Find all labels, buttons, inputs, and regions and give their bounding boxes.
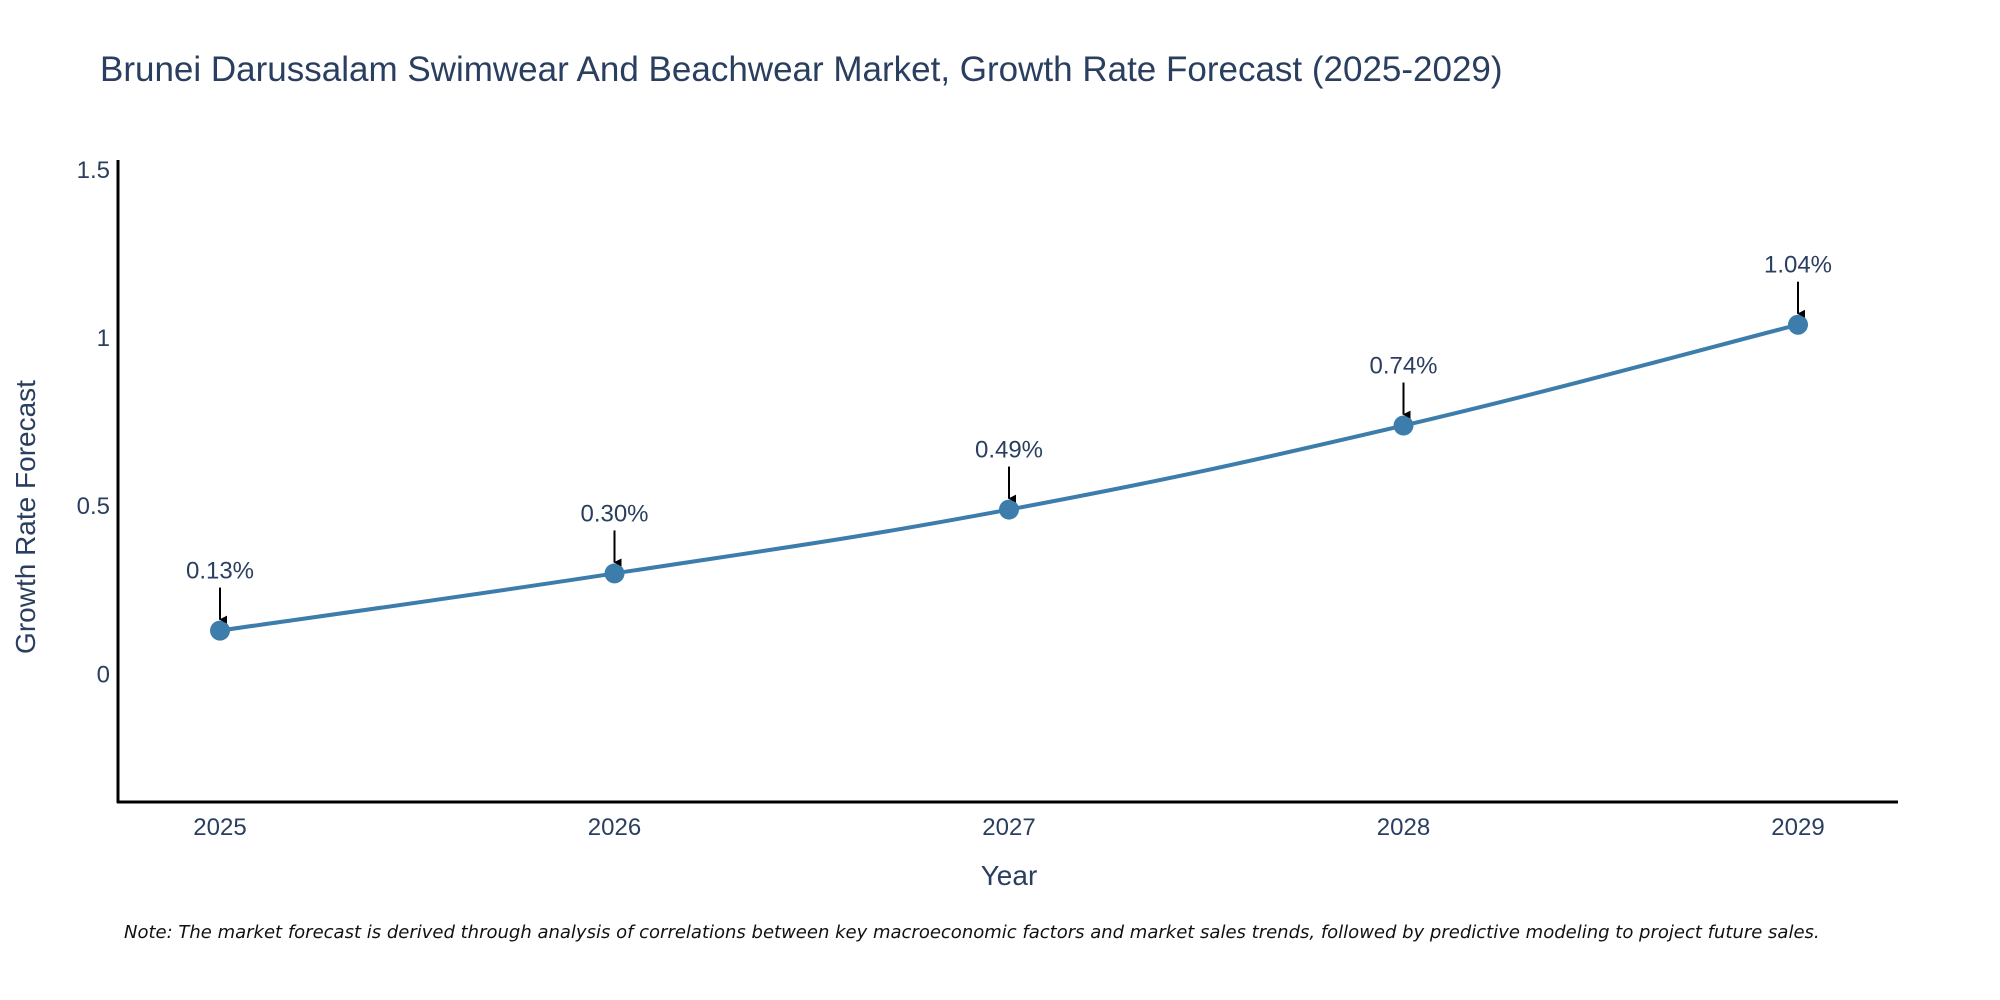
data-label: 0.13% [186,558,254,585]
x-tick-label: 2026 [588,814,641,841]
y-axis-title: Growth Rate Forecast [10,380,41,654]
x-axis-title: Year [981,860,1038,891]
x-tick-label: 2025 [193,814,246,841]
y-tick-label: 1 [97,325,110,352]
data-point[interactable] [1788,314,1808,335]
plot-area: 0 0.5 1 1.5 2025 2026 2027 2028 2029 0.13% 0.30%… [77,157,1898,841]
y-axis-ticks: 0 0.5 1 1.5 [77,157,110,688]
y-tick-label: 1.5 [77,157,110,184]
data-label: 0.74% [1369,353,1437,380]
x-tick-label: 2027 [982,814,1035,841]
data-label: 0.30% [580,500,648,527]
y-tick-label: 0.5 [77,493,110,520]
x-tick-label: 2029 [1771,814,1824,841]
data-point[interactable] [1393,415,1414,436]
y-tick-label: 0 [97,661,110,688]
x-tick-label: 2028 [1377,814,1430,841]
series-layer [210,314,1808,641]
data-label: 0.49% [975,437,1043,464]
x-axis-ticks: 2025 2026 2027 2028 2029 [193,814,1824,841]
annotation-layer: 0.13% 0.30% 0.49% 0.74% 1.04% [186,252,1832,624]
data-label: 1.04% [1764,252,1832,279]
data-point[interactable] [604,563,625,584]
data-point[interactable] [210,620,230,641]
chart-title: Brunei Darussalam Swimwear And Beachwear… [100,50,1503,89]
data-point[interactable] [999,499,1019,520]
footnote: Note: The market forecast is derived thr… [124,922,1820,943]
